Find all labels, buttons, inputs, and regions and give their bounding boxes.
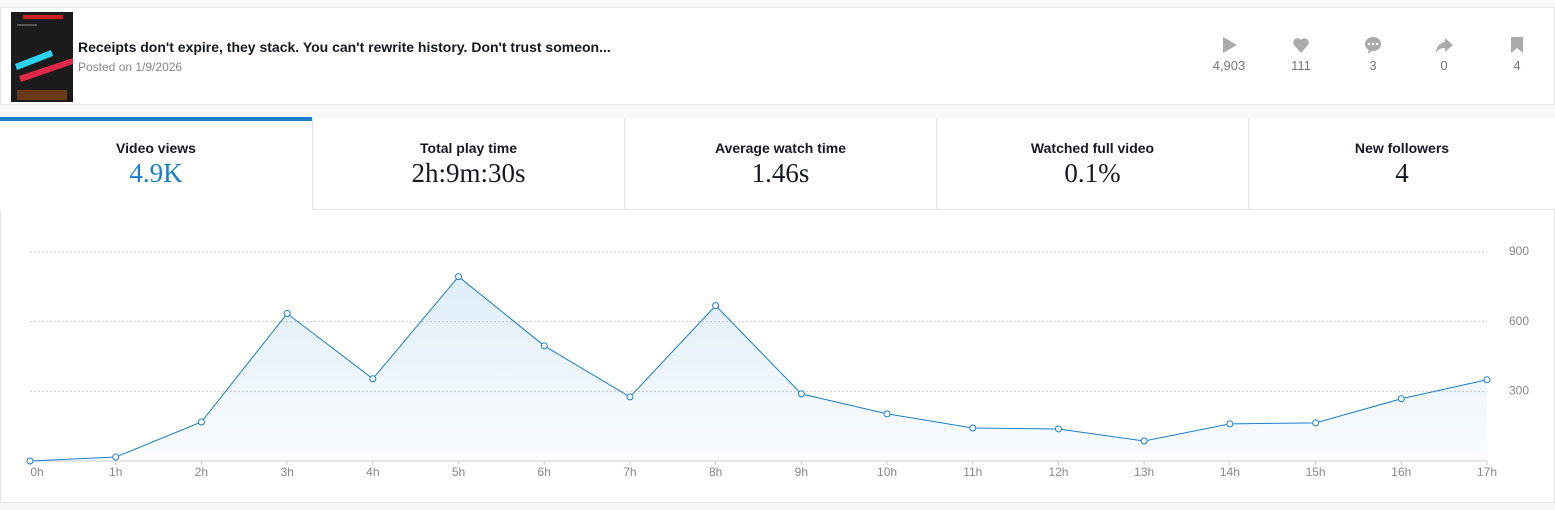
tab-label: Total play time xyxy=(420,140,517,156)
shares-stat: 0 xyxy=(1414,36,1474,73)
stat-value: 111 xyxy=(1291,58,1311,73)
saves-stat: 4 xyxy=(1487,36,1547,73)
x-tick-label: 13h xyxy=(1134,465,1154,479)
x-tick-label: 1h xyxy=(109,465,122,479)
tab-label: Average watch time xyxy=(715,140,846,156)
x-tick-label: 17h xyxy=(1477,465,1497,479)
stat-value: 0 xyxy=(1440,58,1448,73)
x-tick-label: 7h xyxy=(623,465,636,479)
point xyxy=(626,393,634,401)
stat-value: 4,903 xyxy=(1212,58,1246,73)
point xyxy=(1483,376,1491,384)
x-tick-label: 12h xyxy=(1048,465,1068,479)
point xyxy=(197,418,205,426)
metric-tab[interactable]: Video views 4.9K xyxy=(0,117,312,210)
line xyxy=(29,275,1488,462)
x-tick-label: 9h xyxy=(795,465,808,479)
x-tick-label: 16h xyxy=(1391,465,1411,479)
point xyxy=(1397,395,1405,403)
x-tick-label: 14h xyxy=(1220,465,1240,479)
point xyxy=(797,390,805,398)
x-tick-label: 8h xyxy=(709,465,722,479)
comments-stat: 3 xyxy=(1343,36,1403,73)
tab-value: 4.9K xyxy=(129,158,183,188)
tab-label: Video views xyxy=(116,140,196,156)
metric-tab[interactable]: Watched full video 0.1% xyxy=(936,118,1248,210)
x-tick-label: 0h xyxy=(30,465,43,479)
point xyxy=(1140,437,1148,445)
point xyxy=(1226,420,1234,428)
y-tick-label: 900 xyxy=(1509,244,1529,258)
likes-stat: 111 xyxy=(1271,36,1331,73)
x-tick-label: 3h xyxy=(280,465,293,479)
video-title[interactable]: Receipts don't expire, they stack. You c… xyxy=(78,39,611,55)
tab-value: 4 xyxy=(1395,158,1409,188)
tab-label: Watched full video xyxy=(1030,140,1155,156)
point xyxy=(712,302,720,310)
y-tick-label: 600 xyxy=(1509,314,1529,328)
x-tick-label: 6h xyxy=(538,465,551,479)
tab-value: 0.1% xyxy=(1064,158,1121,188)
tab-label: New followers xyxy=(1354,140,1450,156)
metric-tab[interactable]: New followers 4 xyxy=(1248,118,1555,210)
video-header: Receipts don't expire, they stack. You c… xyxy=(0,7,1555,105)
share-icon xyxy=(1436,38,1453,53)
metric-tab[interactable]: Average watch time 1.46s xyxy=(624,118,936,210)
point xyxy=(883,410,891,418)
comment-icon xyxy=(1365,37,1381,54)
chart-card: 300 600 900 0h 1h 2h 3h 4h 5h 6h 7h 8h 9h 10h 11h 12h 13… xyxy=(0,210,1555,503)
x-tick-label: 2h xyxy=(195,465,208,479)
point xyxy=(26,457,34,465)
point xyxy=(369,375,377,383)
x-tick-label: 10h xyxy=(877,465,897,479)
x-tick-label: 11h xyxy=(963,465,982,479)
metric-tabs: Video views 4.9K Total play time 2h:9m:30s A… xyxy=(0,117,1555,211)
metric-tab[interactable]: Total play time 2h:9m:30s xyxy=(312,118,624,210)
x-tick-label: 5h xyxy=(452,465,465,479)
play-icon xyxy=(1223,37,1237,53)
bookmark-icon xyxy=(1511,37,1523,53)
point xyxy=(1054,425,1062,433)
point xyxy=(540,342,548,350)
y-tick-label: 300 xyxy=(1509,384,1529,398)
stat-value: 3 xyxy=(1369,58,1377,73)
point xyxy=(455,273,463,281)
x-tick-label: 4h xyxy=(366,465,379,479)
tab-value: 2h:9m:30s xyxy=(411,158,526,188)
tab-value: 1.46s xyxy=(751,158,810,188)
post-date: Posted on 1/9/2026 xyxy=(78,60,183,74)
views-stat: 4,903 xyxy=(1199,36,1259,73)
point xyxy=(1312,419,1320,427)
point xyxy=(112,453,120,461)
stat-value: 4 xyxy=(1513,58,1521,73)
point xyxy=(283,310,291,318)
chart: 300 600 900 0h 1h 2h 3h 4h 5h 6h 7h 8h 9h 10h 11h 12h 13… xyxy=(26,244,1529,479)
area xyxy=(30,276,1487,461)
heart-icon xyxy=(1293,38,1309,53)
x-tick-label: 15h xyxy=(1306,465,1326,479)
thumbnail[interactable] xyxy=(11,12,73,102)
point xyxy=(969,424,977,432)
